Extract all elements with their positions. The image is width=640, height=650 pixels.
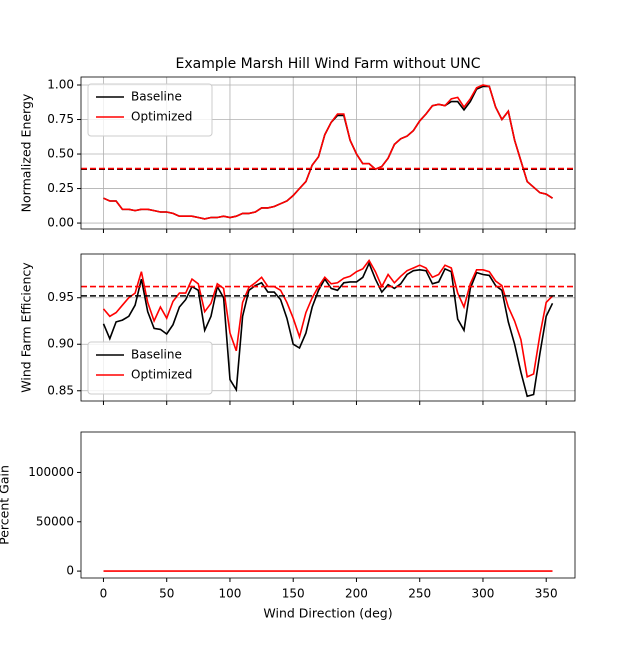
y-axis-label: Normalized Energy [19, 93, 34, 212]
x-tick-label: 350 [535, 587, 558, 601]
x-tick-label: 300 [472, 587, 495, 601]
y-tick-label: 1.00 [47, 78, 74, 92]
axes-frame [80, 253, 576, 402]
y-tick-label: 50000 [36, 514, 74, 528]
axes-frame [80, 431, 576, 579]
y-tick-label: 100000 [28, 465, 74, 479]
y-tick-label: 0.75 [47, 112, 74, 126]
y-tick-label: 0.90 [47, 337, 74, 351]
legend-label: Optimized [131, 110, 192, 124]
legend-label: Baseline [131, 90, 182, 104]
legend-label: Baseline [131, 348, 182, 362]
y-axis-label: Wind Farm Efficiency [19, 262, 34, 393]
x-axis-label: Wind Direction (deg) [263, 606, 392, 621]
y-axis-label: Percent Gain [0, 465, 12, 545]
data-line [102, 259, 554, 378]
y-tick-label: 0.95 [47, 290, 74, 304]
x-tick-label: 250 [408, 587, 431, 601]
plot-area [81, 259, 575, 398]
chart-title: Example Marsh Hill Wind Farm without UNC [175, 56, 480, 72]
y-tick-label: 0.00 [47, 216, 74, 230]
y-tick-label: 0 [66, 564, 74, 578]
legend-label: Optimized [131, 368, 192, 382]
y-tick-label: 0.25 [47, 181, 74, 195]
axes-frame [80, 76, 576, 230]
x-tick-label: 50 [159, 587, 174, 601]
x-tick-label: 0 [100, 587, 108, 601]
x-tick-label: 100 [219, 587, 242, 601]
y-tick-label: 0.50 [47, 147, 74, 161]
x-tick-label: 200 [345, 587, 368, 601]
plot-area [81, 84, 575, 220]
y-tick-label: 0.85 [47, 383, 74, 397]
x-tick-label: 150 [282, 587, 305, 601]
data-line [102, 261, 554, 398]
data-line [103, 84, 553, 220]
